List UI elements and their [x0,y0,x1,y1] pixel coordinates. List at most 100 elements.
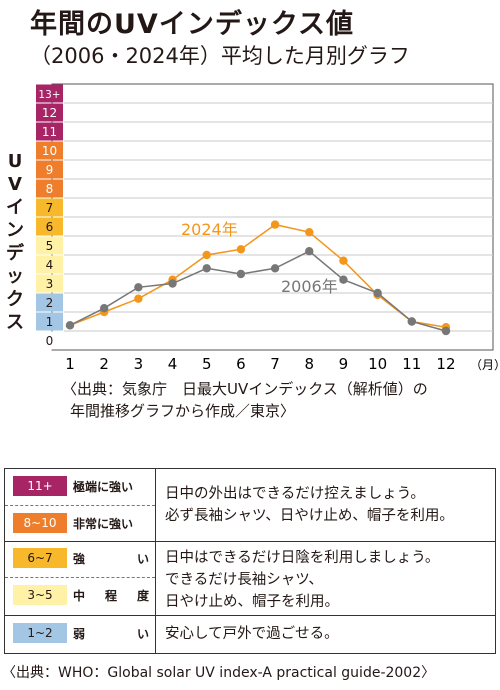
data-point [373,288,382,298]
legend-row: 3~5 中程度 [13,584,149,606]
y-tick-label: 0 [46,334,54,348]
chart-source-line-2: 年間推移グラフから作成／東京〉 [70,402,296,420]
y-axis-label-char: イ [6,197,24,218]
data-point [134,294,143,303]
x-tick-label: 1 [65,355,75,373]
legend-swatch: 3~5 [13,585,67,605]
y-axis-label-char: ク [6,289,24,310]
x-tick-label: 12 [436,355,455,373]
x-tick-label: 4 [168,355,178,373]
y-band [36,103,63,122]
legend-row: 1~2 弱い [13,622,149,644]
data-point [305,247,314,256]
legend-level-name: 極端に強い [73,479,134,494]
y-tick-label: 11 [42,125,57,139]
data-point [407,317,416,326]
x-tick-label: 8 [304,355,314,373]
y-tick-label: 13+ [38,89,60,101]
uv-line-chart: 012345678910111213+123456789101112（月）202… [36,83,500,373]
x-tick-label: 10 [368,355,387,373]
x-tick-label: 9 [339,355,349,373]
legend-advice-text: 安心して戸外で過ごせる。 [165,626,339,642]
legend-divider [5,541,495,542]
y-tick-label: 5 [46,239,54,253]
series-line [69,223,447,328]
data-point [270,264,280,273]
series-label: 2024年 [181,220,238,239]
uv-legend-table: 11+ 極端に強い 8~10 非常に強い 6~7 強い 3~5 中程度 1~2 弱い 日中の外出は… [4,468,496,654]
legend-level-name: 中程度 [73,588,149,603]
x-tick-label: 11 [402,355,421,373]
data-point [65,321,75,330]
y-axis-label-char: U [7,151,23,172]
legend-advice-text: 日中はできるだけ日陰を利用しましょう。 できるだけ長袖シャツ、 日やけ止め、帽子を利… [165,550,440,610]
y-tick-label: 7 [46,201,54,215]
legend-divider [155,469,156,653]
legend-level-name: 非常に強い [73,516,134,531]
y-axis-label-char: ッ [6,266,24,287]
y-tick-label: 3 [46,277,54,291]
data-point [134,283,143,292]
x-tick-label: 2 [99,355,109,373]
series-line [69,250,447,332]
y-band [36,84,63,103]
data-point [168,279,177,288]
data-point [99,304,109,313]
legend-swatch: 6~7 [13,548,67,568]
y-band [36,255,63,274]
y-tick-label: 1 [46,315,54,329]
x-tick-label: 7 [270,355,280,373]
legend-row: 8~10 非常に強い [13,512,133,534]
legend-swatch: 1~2 [13,623,67,643]
legend-row: 11+ 極端に強い [13,475,133,497]
y-band [36,160,63,179]
legend-row: 6~7 強い [13,547,149,569]
y-axis-label-char: V [8,174,22,195]
who-source-note: 〈出典：WHO：Global solar UV index-A practica… [2,665,436,681]
y-tick-label: 9 [46,163,54,177]
data-point [202,250,211,260]
x-axis-unit: （月） [470,358,500,372]
legend-swatch: 8~10 [13,513,67,533]
y-tick-label: 12 [42,106,57,120]
data-point [441,326,451,336]
y-band [36,198,63,217]
y-band [36,217,63,236]
y-band [36,293,63,312]
y-axis-label-char: ン [6,220,24,241]
y-band [36,179,63,198]
chart-source-note: 〈出典：気象庁 日最大UVインデックス（解析値）の 年間推移グラフから作成／東京… [62,378,428,422]
y-axis-label-char: デ [6,243,24,264]
y-band [36,274,63,293]
y-tick-label: 6 [46,220,54,234]
data-point [305,228,314,237]
y-band [36,236,63,255]
x-tick-label: 6 [236,355,246,373]
legend-advice-text: 日中の外出はできるだけ控えましょう。 必ず長袖シャツ、日やけ止め、帽子を利用。 [165,486,454,524]
y-tick-label: 8 [46,182,54,196]
y-axis-label-char: ス [6,312,24,333]
data-point [202,264,211,273]
y-tick-label: 10 [42,144,57,158]
y-band [36,122,63,141]
legend-level-name: 弱い [73,626,149,641]
y-band [36,331,63,350]
legend-swatch: 11+ [13,476,67,496]
data-point [236,245,246,254]
legend-level-name: 強い [73,551,149,566]
data-point [270,220,280,229]
x-tick-label: 3 [134,355,144,373]
data-point [339,275,348,284]
y-tick-label: 2 [46,296,54,310]
y-band [36,312,63,331]
series-label: 2006年 [281,277,338,296]
x-tick-label: 5 [202,355,212,373]
legend-divider [5,615,495,616]
chart-source-line-1: 〈出典：気象庁 日最大UVインデックス（解析値）の [62,380,428,398]
page-subtitle: （2006・2024年）平均した月別グラフ [30,44,410,68]
legend-divider [5,505,155,506]
page-title: 年間のUVインデックス値 [30,9,355,40]
data-point [339,256,348,265]
legend-divider [5,577,155,578]
